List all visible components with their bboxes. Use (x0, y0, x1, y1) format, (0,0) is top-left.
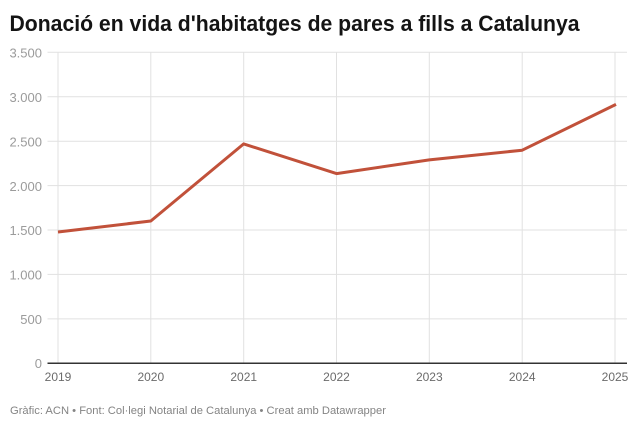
svg-text:2023: 2023 (416, 370, 443, 384)
svg-text:2.000: 2.000 (9, 179, 42, 194)
svg-text:3.000: 3.000 (9, 90, 42, 105)
svg-text:2021: 2021 (230, 370, 257, 384)
svg-text:500: 500 (20, 312, 42, 327)
svg-text:0: 0 (35, 356, 42, 371)
svg-text:2.500: 2.500 (9, 134, 42, 149)
svg-text:1.000: 1.000 (9, 268, 42, 283)
svg-text:2019: 2019 (45, 370, 72, 384)
svg-text:1.500: 1.500 (9, 223, 42, 238)
svg-text:2022: 2022 (323, 370, 350, 384)
svg-text:2024: 2024 (509, 370, 536, 384)
svg-text:3.500: 3.500 (9, 46, 42, 61)
svg-text:2025: 2025 (602, 370, 629, 384)
svg-text:Gràfic: ACN • Font: Col·legi N: Gràfic: ACN • Font: Col·legi Notarial de… (10, 405, 386, 417)
svg-text:2020: 2020 (137, 370, 164, 384)
svg-text:Donació en vida d'habitatges d: Donació en vida d'habitatges de pares a … (10, 11, 581, 36)
